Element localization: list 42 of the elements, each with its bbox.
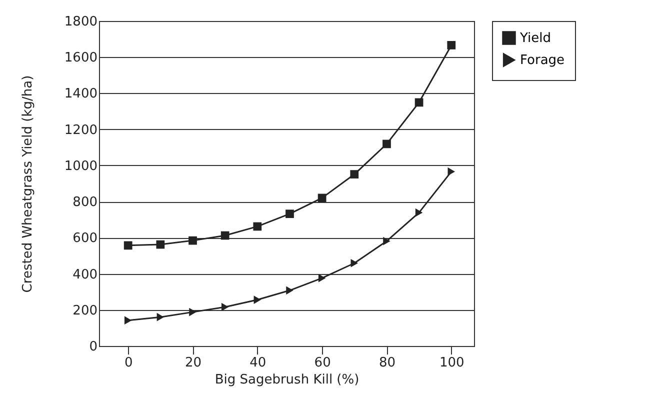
y-tick-label: 1800 — [64, 14, 98, 30]
point — [447, 41, 456, 50]
point — [448, 167, 455, 176]
x-tick-label: 60 — [314, 356, 331, 370]
y-tick-label: 1600 — [64, 50, 98, 66]
legend-label: Yield — [519, 31, 551, 46]
point — [253, 222, 262, 231]
point — [286, 286, 294, 295]
point — [350, 170, 359, 178]
point — [220, 231, 230, 240]
point — [124, 316, 132, 325]
y-tick-label: 1400 — [64, 86, 98, 102]
x-tick-label: 0 — [124, 356, 133, 370]
x-tick-label: 100 — [439, 356, 464, 370]
point — [318, 194, 326, 202]
point — [382, 140, 391, 148]
y-tick-label: 200 — [72, 303, 98, 318]
x-tick-label: 40 — [250, 356, 266, 370]
point — [124, 241, 132, 250]
point — [156, 312, 164, 322]
x-tick-label: 80 — [378, 356, 396, 370]
y-axis-title: Crested Wheatgrass Yield (kg/ha) — [20, 75, 36, 293]
point — [350, 258, 358, 268]
x-axis-title: Big Sagebrush Kill (%) — [214, 372, 360, 388]
point — [286, 210, 294, 218]
legend-label: Forage — [520, 53, 565, 68]
x-tick-label: 20 — [184, 356, 202, 370]
y-tick-label: 1000 — [64, 158, 98, 174]
point — [188, 236, 197, 245]
y-tick-label: 1200 — [64, 122, 98, 138]
point — [415, 208, 423, 217]
y-tick-label: 0 — [89, 340, 98, 354]
point — [156, 240, 165, 249]
y-tick-label: 600 — [72, 231, 98, 246]
y-tick-label: 400 — [72, 267, 98, 282]
point — [254, 296, 262, 304]
point — [318, 274, 326, 282]
point — [414, 98, 424, 107]
y-tick-label: 800 — [72, 195, 98, 210]
point — [189, 308, 196, 316]
point — [221, 302, 229, 312]
point — [383, 236, 390, 246]
